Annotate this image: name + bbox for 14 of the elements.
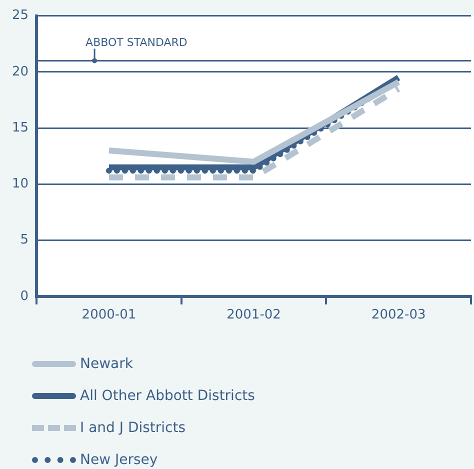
legend-label: I and J Districts bbox=[80, 420, 186, 436]
legend-label: Newark bbox=[80, 356, 133, 372]
y-tick-label: 0 bbox=[20, 288, 29, 304]
y-tick-label: 25 bbox=[12, 8, 29, 24]
x-tick-label: 2001-02 bbox=[226, 308, 281, 323]
y-tick-label: 15 bbox=[12, 120, 29, 136]
y-tick-label: 20 bbox=[12, 64, 29, 80]
x-tick-label: 2000-01 bbox=[82, 308, 136, 323]
legend-label: All Other Abbott Districts bbox=[80, 388, 255, 404]
legend-label: New Jersey bbox=[80, 452, 158, 468]
x-tick-label: 2002-03 bbox=[371, 308, 426, 323]
y-tick-label: 10 bbox=[12, 176, 29, 192]
ref-line-label: ABBOT STANDARD bbox=[86, 36, 188, 50]
y-tick-label: 5 bbox=[20, 232, 29, 248]
